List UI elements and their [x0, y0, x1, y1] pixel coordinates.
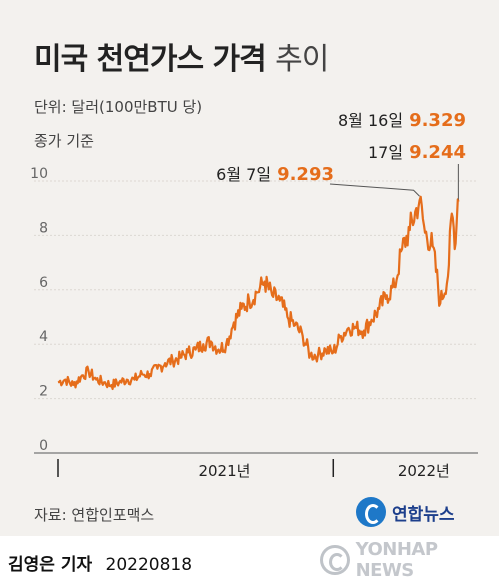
annotation: 9.293 6월 7일 — [216, 164, 420, 197]
y-tick-label: 8 — [39, 220, 48, 236]
title-light: 추이 — [275, 42, 329, 77]
line-chart: 0 2 4 6 8 10 2021년 2022년 9.293 6월 7일 9.329 8월 16일… — [30, 110, 478, 480]
y-tick-label: 2 — [39, 384, 48, 400]
chart-title: 미국 천연가스 가격 추이 — [34, 34, 329, 78]
reporter-name: 김영은 기자 — [8, 555, 93, 575]
byline: 김영은 기자 20220818 — [8, 550, 192, 575]
annotation-date: 17일 — [368, 143, 403, 162]
watermark-text: YONHAP NEWS — [355, 539, 438, 581]
y-tick-label: 4 — [39, 329, 48, 345]
x-tick-label: 2021년 — [198, 462, 250, 480]
x-tick-label: 2022년 — [398, 462, 450, 480]
leader-line — [329, 183, 420, 197]
chart-panel — [0, 0, 499, 536]
annotation-value: 9.293 — [277, 164, 334, 185]
annotation-date: 6월 7일 — [216, 165, 271, 184]
annotation-date: 8월 16일 — [338, 111, 403, 130]
basis-note: 종가 기준 — [34, 132, 94, 150]
y-tick-label: 6 — [39, 275, 48, 291]
annotation: 9.329 8월 16일 — [338, 110, 466, 131]
grid-layer — [34, 180, 478, 454]
y-tick-label: 0 — [39, 438, 48, 454]
series-layer — [57, 195, 460, 391]
price-line — [57, 195, 460, 391]
unit-note: 단위: 달러(100만BTU 당) — [34, 98, 203, 116]
annotation-layer: 9.293 6월 7일 9.329 8월 16일 9.244 17일 — [216, 110, 466, 200]
yonhap-watermark-icon — [320, 545, 350, 575]
yonhap-logo-icon — [356, 497, 386, 527]
annotation-value: 9.329 — [409, 110, 466, 131]
source-note: 자료: 연합인포맥스 — [34, 506, 155, 524]
x-axis-ticks: 2021년 2022년 — [57, 459, 450, 480]
yonhap-watermark: YONHAP NEWS — [320, 539, 499, 581]
y-tick-label: 10 — [30, 166, 48, 182]
annotation-value: 9.244 — [409, 142, 466, 163]
yonhap-logo: 연합뉴스 — [356, 496, 455, 528]
y-axis-ticks: 0 2 4 6 8 10 — [30, 166, 48, 454]
logo-text: 연합뉴스 — [392, 504, 455, 525]
title-bold: 미국 천연가스 가격 — [34, 42, 267, 77]
publish-date: 20220818 — [105, 555, 193, 575]
annotation: 9.244 17일 — [368, 142, 466, 200]
